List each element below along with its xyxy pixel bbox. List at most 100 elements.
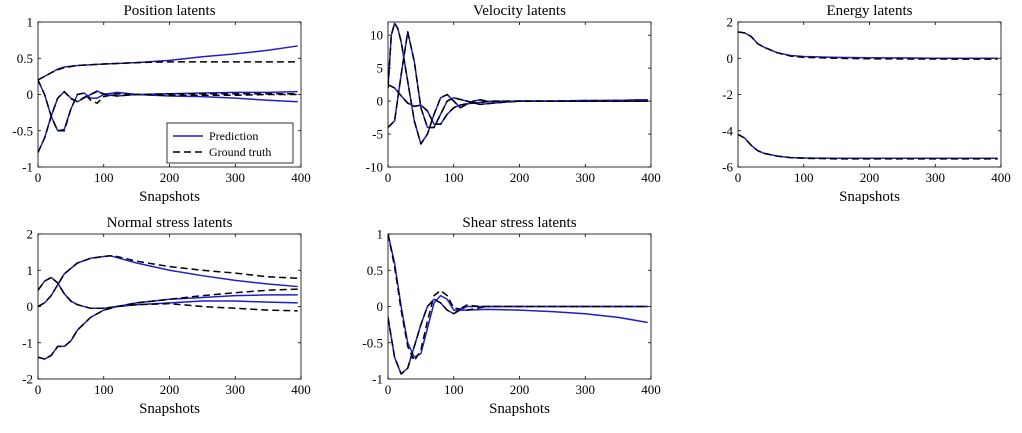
chart-3-xtick-label: 200 [160,382,180,397]
shear-stress-latents-panel: Shear stress latents 0 100 200 300 400 -1 -0.5 0… [340,212,680,428]
chart-3-series-5-ground-truth-line [38,288,298,360]
chart-2-series-3-ground-truth-line [738,133,998,160]
chart-3-ytick-label: 1 [27,263,34,278]
chart-4-title: Shear stress latents [462,215,576,231]
chart-2-ytick-label: -2 [722,87,733,102]
chart-1-ytick-label: 5 [377,61,384,76]
chart-2-ytick-label: -4 [722,123,733,138]
chart-2-series-2-prediction-line [738,133,998,160]
chart-3-axes-box [37,233,302,380]
chart-0-xtick-label: 400 [291,170,311,185]
chart-0-series-3-ground-truth-line [38,92,298,153]
chart-0-ytick-label: -1 [22,160,33,175]
chart-4-ytick-label: 1 [377,227,384,242]
chart-0-xtick-label: 300 [226,170,246,185]
position-latents-panel: Position latents 0 100 200 300 400 -1 -0.5 0 0.5 1… [0,0,340,210]
chart-2-title: Energy latents [827,3,913,19]
energy-latents-panel: Energy latents 0 100 200 300 400 -6 -4 -2 0 2 Snaps… [680,0,1020,210]
chart-2-axes-box [737,21,1002,168]
chart-2-ytick-label: 0 [727,51,734,66]
chart-0-series-group [38,45,298,153]
chart-0-legend: Prediction Ground truth [166,122,294,164]
chart-4-ytick-label: 0 [377,299,384,314]
normal-stress-latents-chart: Normal stress latents 0 100 200 300 400 -2 -1 0 1… [22,215,311,417]
chart-3-ytick-label: 2 [27,227,34,242]
chart-0-series-0-prediction-line [38,45,298,81]
chart-0-xlabel: Snapshots [139,189,200,205]
chart-4-series-group [388,234,648,375]
chart-1-series-4-prediction-line [388,83,648,125]
chart-2-xtick-label: 200 [860,170,880,185]
chart-3-xlabel: Snapshots [139,401,200,417]
chart-4-ytick-label: -0.5 [362,335,383,350]
chart-4-series-3-ground-truth-line [388,298,648,375]
chart-2-series-group [738,31,998,160]
chart-3-ytick-label: -1 [22,335,33,350]
chart-4-xtick-label: 400 [641,382,661,397]
chart-4-series-1-ground-truth-line [388,234,648,362]
velocity-latents-panel: Velocity latents 0 100 200 300 400 -10 -5 0 5 10 [340,0,680,210]
chart-0-xtick-label: 200 [160,170,180,185]
chart-2-series-0-prediction-line [738,31,998,59]
chart-0-legend-ground-truth-label: Ground truth [209,145,271,159]
chart-1-ytick-label: 0 [377,94,384,109]
chart-4-xtick-label: 0 [385,382,392,397]
chart-4-xlabel: Snapshots [489,401,550,417]
chart-1-ytick-label: -10 [366,160,383,175]
chart-0-xtick-label: 100 [94,170,114,185]
chart-4-xtick-label: 300 [576,382,596,397]
chart-1-axes-box [387,21,652,168]
chart-2-xlabel: Snapshots [839,189,900,205]
chart-3-ytick-label: -2 [22,372,33,387]
chart-1-ytick-label: 10 [370,28,383,43]
chart-0-xtick-label: 0 [35,170,42,185]
chart-1-xtick-label: 0 [385,170,392,185]
chart-2-ytick-label: -6 [722,160,733,175]
chart-0-legend-prediction-label: Prediction [209,129,258,143]
chart-4-xtick-label: 100 [444,382,464,397]
shear-stress-latents-chart: Shear stress latents 0 100 200 300 400 -1 -0.5 0… [362,215,661,417]
chart-1-series-2-prediction-line [388,31,648,129]
chart-3-series-3-ground-truth-line [38,276,298,312]
chart-0-series-5-ground-truth-line [38,79,298,117]
chart-2-series-1-ground-truth-line [738,31,998,60]
chart-2-xtick-label: 0 [735,170,742,185]
chart-1-title: Velocity latents [473,3,566,19]
position-latents-chart: Position latents 0 100 200 300 400 -1 -0.5 0 0.5 1… [12,3,311,205]
chart-0-ytick-label: 1 [27,15,34,30]
chart-2-ytick-label: 2 [727,15,734,30]
chart-1-series-group [388,22,648,145]
velocity-latents-chart: Velocity latents 0 100 200 300 400 -10 -5 0 5 10 [366,3,661,185]
chart-4-ytick-label: 0.5 [367,263,383,278]
chart-1-series-5-ground-truth-line [388,83,648,125]
chart-2-xtick-label: 400 [991,170,1011,185]
chart-3-xtick-label: 100 [94,382,114,397]
chart-0-series-4-prediction-line [38,79,298,117]
chart-0-ytick-label: 0 [27,87,34,102]
chart-3-xtick-label: 0 [35,382,42,397]
chart-3-series-1-ground-truth-line [38,255,298,308]
chart-1-xtick-label: 300 [576,170,596,185]
chart-2-xtick-label: 300 [926,170,946,185]
chart-3-xtick-label: 400 [291,382,311,397]
chart-0-ytick-label: -0.5 [12,123,33,138]
chart-4-xtick-label: 200 [510,382,530,397]
chart-4-ytick-label: -1 [372,372,383,387]
chart-0-title: Position latents [123,3,215,19]
chart-1-xtick-label: 400 [641,170,661,185]
chart-1-series-3-ground-truth-line [388,31,648,129]
chart-0-series-1-ground-truth-line [38,61,298,81]
chart-4-series-0-prediction-line [388,234,648,358]
energy-latents-chart: Energy latents 0 100 200 300 400 -6 -4 -2 0 2 Snaps… [722,3,1011,205]
chart-1-xtick-label: 200 [510,170,530,185]
chart-1-ytick-label: -5 [372,127,383,142]
normal-stress-latents-panel: Normal stress latents 0 100 200 300 400 -2 -1 0 1… [0,212,340,428]
chart-1-xtick-label: 100 [444,170,464,185]
chart-0-ytick-label: 0.5 [17,51,33,66]
chart-2-xtick-label: 100 [794,170,814,185]
chart-3-series-group [38,255,298,360]
chart-0-series-2-prediction-line [38,91,298,153]
chart-3-ytick-label: 0 [27,299,34,314]
chart-3-title: Normal stress latents [107,215,233,231]
chart-3-xtick-label: 300 [226,382,246,397]
